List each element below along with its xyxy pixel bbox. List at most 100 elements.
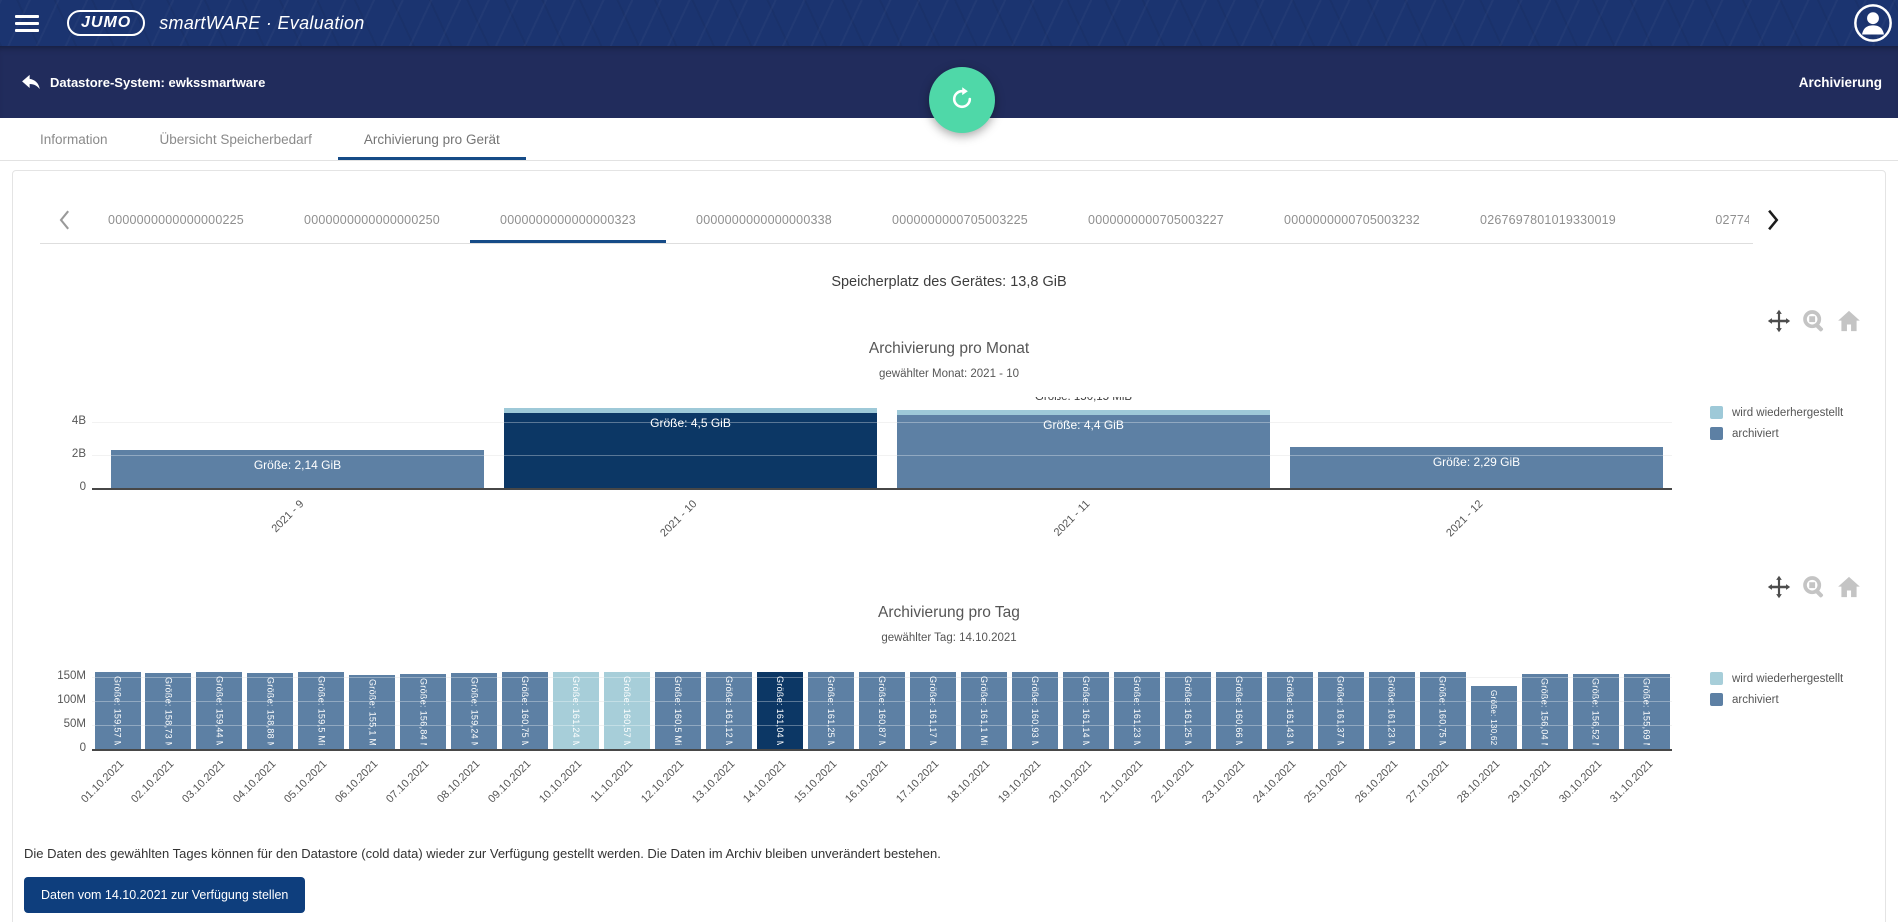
device-tab[interactable]: 0000000000000000250: [304, 212, 440, 227]
day-bar-label: Größe: 159,57 MiB: [112, 676, 123, 745]
chevron-right-icon[interactable]: [1749, 198, 1795, 242]
main-tabbar: Information Übersicht Speicherbedarf Archi…: [0, 118, 1898, 161]
tab-archivierung-pro-gerät[interactable]: Archivierung pro Gerät: [338, 118, 526, 160]
day-bar-label: Größe: 156,52 MiB: [1590, 677, 1601, 745]
restore-day-button[interactable]: Daten vom 14.10.2021 zur Verfügung stell…: [24, 877, 306, 913]
legend-item-restored[interactable]: wird wiederhergestellt: [1710, 672, 1843, 685]
device-tab-strip: 0000000000000000225 0000000000000000250 00…: [40, 196, 1753, 244]
day-bar[interactable]: Größe: 160,66 MiB: [1215, 671, 1262, 749]
device-tab[interactable]: 02774240: [1715, 212, 1753, 227]
legend-item-archived[interactable]: archiviert: [1710, 693, 1843, 706]
day-bar-label: Größe: 160,93 MiB: [1029, 675, 1040, 745]
day-bar-label: Größe: 161,43 MiB: [1284, 675, 1295, 745]
day-bar[interactable]: Größe: 155,69 MiB: [1623, 674, 1670, 749]
day-bar-label: Größe: 161,25 MiB: [826, 675, 837, 745]
day-bar[interactable]: Größe: 156,84 MiB: [400, 673, 447, 749]
pan-icon[interactable]: [1766, 308, 1792, 334]
day-bar[interactable]: Größe: 160,87 MiB: [859, 671, 906, 749]
day-bar-label: Größe: 159,44 MiB: [214, 676, 225, 745]
legend-swatch-archived: [1710, 427, 1723, 440]
day-bar-label: Größe: 161,04 MiB: [775, 675, 786, 745]
day-bar[interactable]: Größe: 155,1 MiB: [349, 674, 396, 749]
day-bar-label: Größe: 161,37 MiB: [1335, 675, 1346, 745]
legend-swatch-restored: [1710, 672, 1723, 685]
day-bar[interactable]: Größe: 159,57 MiB: [94, 672, 141, 749]
legend-label-archived: archiviert: [1732, 693, 1779, 706]
day-bar[interactable]: Größe: 130,62 MiB: [1470, 686, 1517, 749]
tab-information[interactable]: Information: [40, 131, 108, 147]
refresh-button[interactable]: [929, 67, 995, 133]
home-icon[interactable]: [1836, 308, 1862, 334]
box-zoom-icon[interactable]: [1801, 308, 1827, 334]
user-avatar-icon[interactable]: [1852, 2, 1894, 44]
tab-übersicht-speicherbedarf[interactable]: Übersicht Speicherbedarf: [159, 131, 312, 147]
device-tab[interactable]: 0267697801019330019: [1480, 212, 1616, 227]
day-bar[interactable]: Größe: 161,04 MiB: [757, 671, 804, 749]
month-bar[interactable]: [504, 408, 877, 488]
chevron-left-icon[interactable]: [52, 205, 78, 235]
day-bar[interactable]: Größe: 161,12 MiB: [706, 671, 753, 749]
device-tab[interactable]: 0000000000000000338: [696, 212, 832, 227]
legend-item-restored[interactable]: wird wiederhergestellt: [1710, 406, 1843, 419]
day-bar[interactable]: Größe: 160,57 MiB: [604, 671, 651, 749]
day-bar-label: Größe: 160,5 MiB: [673, 675, 684, 745]
month-bar[interactable]: [1290, 447, 1663, 488]
day-chart-title: Archivierung pro Tag: [878, 604, 1020, 621]
day-bar[interactable]: Größe: 159,5 MiB: [298, 672, 345, 749]
legend-item-archived[interactable]: archiviert: [1710, 427, 1843, 440]
box-zoom-icon[interactable]: [1801, 574, 1827, 600]
day-bar-label: Größe: 161,24 MiB: [571, 675, 582, 745]
device-tab[interactable]: 0000000000705003227: [1088, 212, 1224, 227]
month-chart-legend: wird wiederhergestellt archiviert: [1710, 406, 1843, 440]
day-bar[interactable]: Größe: 161,25 MiB: [808, 671, 855, 749]
day-bar[interactable]: Größe: 161,17 MiB: [909, 671, 956, 749]
month-bar[interactable]: [111, 449, 484, 488]
home-icon[interactable]: [1836, 574, 1862, 600]
month-chart-title: Archivierung pro Monat: [868, 340, 1030, 357]
device-tab[interactable]: 0000000000705003232: [1284, 212, 1420, 227]
menu-icon[interactable]: [15, 14, 39, 32]
jumo-logo: JUMO: [67, 10, 146, 36]
day-bar[interactable]: Größe: 159,44 MiB: [196, 672, 243, 749]
day-bar[interactable]: Größe: 161,25 MiB: [1164, 671, 1211, 749]
day-bar-label: Größe: 156,04 MiB: [1539, 678, 1550, 745]
app-header: JUMO smartWARE · Evaluation: [0, 0, 1898, 46]
day-bar[interactable]: Größe: 160,93 MiB: [1011, 671, 1058, 749]
device-tab[interactable]: 0000000000705003225: [892, 212, 1028, 227]
device-tab[interactable]: 0000000000000000323: [470, 196, 666, 243]
legend-label-restored: wird wiederhergestellt: [1732, 672, 1844, 685]
month-bar[interactable]: [897, 409, 1270, 488]
back-arrow-icon[interactable]: [20, 72, 42, 92]
day-bar[interactable]: Größe: 160,75 MiB: [502, 671, 549, 749]
day-bar-label: Größe: 161,1 MiB: [978, 675, 989, 745]
day-bar[interactable]: Größe: 161,43 MiB: [1266, 671, 1313, 749]
day-chart-legend: wird wiederhergestellt archiviert: [1710, 672, 1843, 706]
day-bar[interactable]: Größe: 156,04 MiB: [1521, 674, 1568, 749]
day-bar[interactable]: Größe: 161,23 MiB: [1113, 671, 1160, 749]
day-bar-label: Größe: 160,75 MiB: [1437, 675, 1448, 745]
day-bar[interactable]: Größe: 161,24 MiB: [553, 671, 600, 749]
datastore-title: Datastore-System: ewkssmartware: [50, 74, 266, 90]
day-bar-label: Größe: 156,84 MiB: [418, 677, 429, 745]
pan-icon[interactable]: [1766, 574, 1792, 600]
day-chart-subtitle: gewählter Tag: 14.10.2021: [881, 632, 1017, 644]
day-bar[interactable]: Größe: 158,73 MiB: [145, 672, 192, 749]
day-bar-label: Größe: 161,23 MiB: [1386, 675, 1397, 745]
jumo-logo-text: JUMO: [81, 14, 132, 31]
device-tab[interactable]: 0000000000000000225: [108, 212, 244, 227]
day-bar[interactable]: Größe: 161,23 MiB: [1368, 671, 1415, 749]
day-bar[interactable]: Größe: 161,1 MiB: [960, 671, 1007, 749]
day-bar[interactable]: Größe: 161,37 MiB: [1317, 671, 1364, 749]
day-bar[interactable]: Größe: 158,88 MiB: [247, 672, 294, 749]
section-label: Archivierung: [1798, 74, 1882, 90]
month-chart-toolbar: [1766, 308, 1876, 334]
device-storage-note: Speicherplatz des Gerätes: 13,8 GiB: [831, 274, 1067, 290]
day-bar[interactable]: Größe: 161,14 MiB: [1062, 671, 1109, 749]
day-bar-label: Größe: 160,57 MiB: [622, 675, 633, 745]
day-bar[interactable]: Größe: 156,52 MiB: [1572, 673, 1619, 749]
day-bar[interactable]: Größe: 160,5 MiB: [655, 671, 702, 749]
day-bar-label: Größe: 161,17 MiB: [927, 675, 938, 745]
day-bar[interactable]: Größe: 159,24 MiB: [451, 672, 498, 749]
day-bar[interactable]: Größe: 160,75 MiB: [1419, 671, 1466, 749]
